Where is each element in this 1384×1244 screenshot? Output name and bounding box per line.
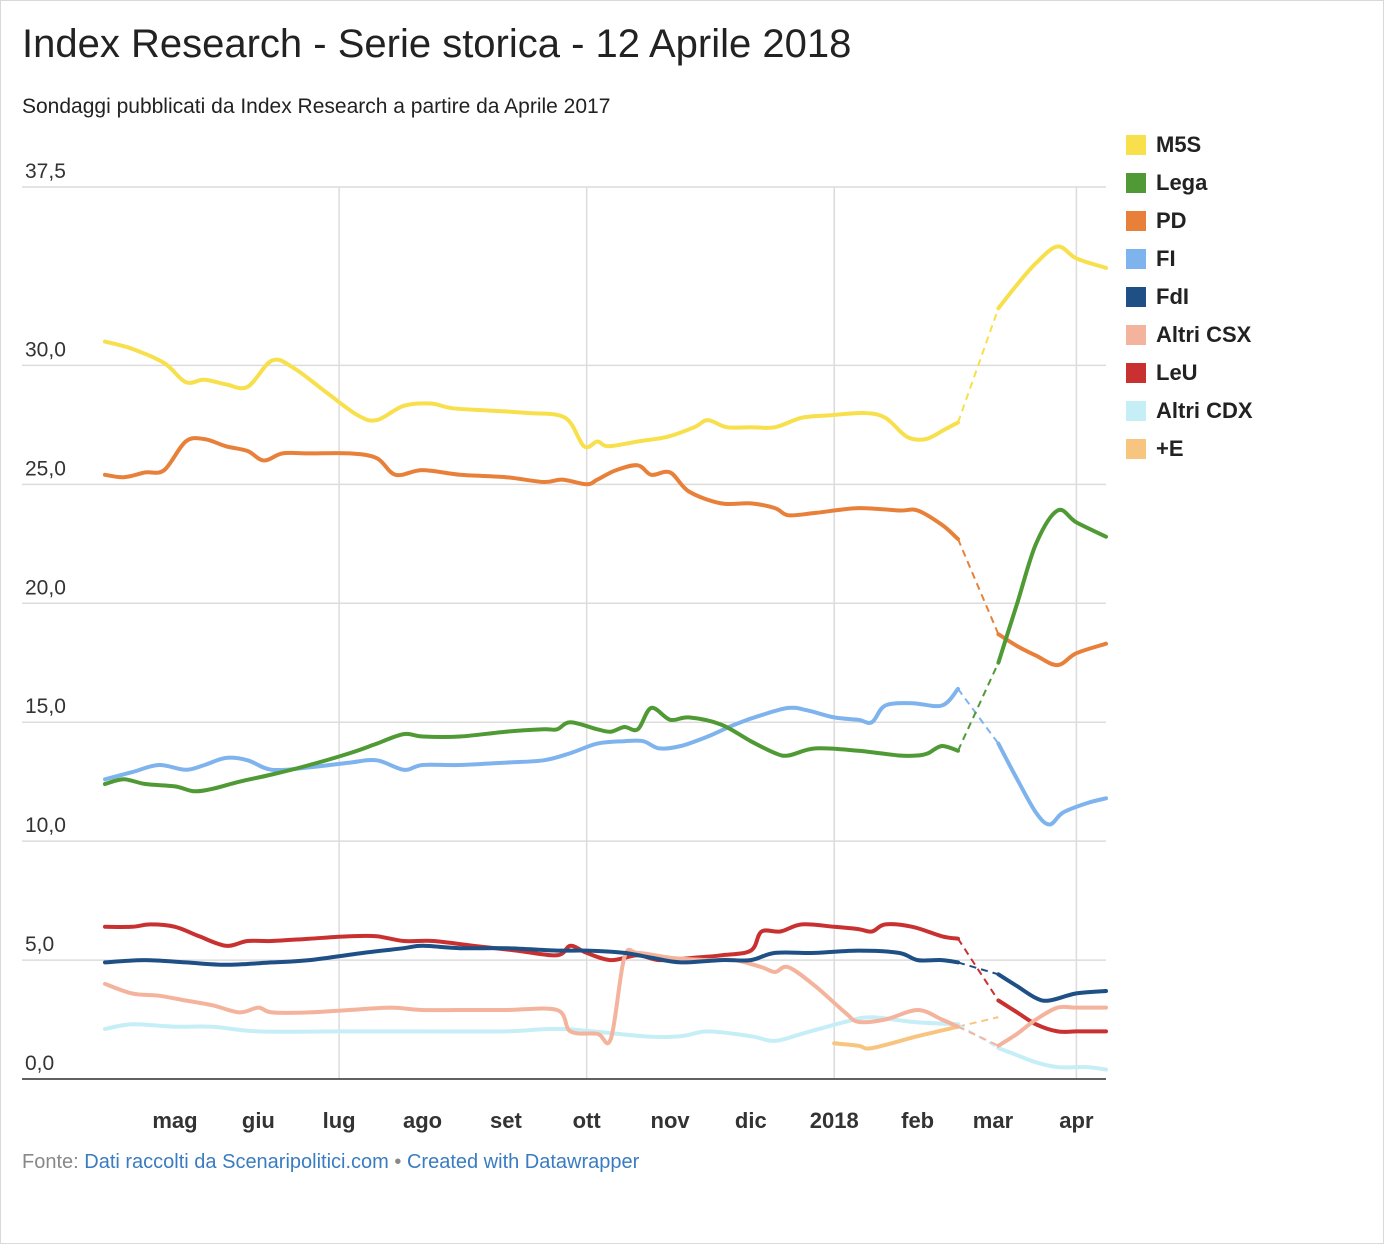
series-e (832, 1016, 999, 1051)
legend-swatch (1126, 173, 1146, 193)
y-tick-label: 15,0 (25, 695, 66, 718)
legend-swatch (1126, 439, 1146, 459)
footer-source-prefix: Fonte: (22, 1151, 79, 1173)
series-line (103, 943, 960, 967)
series-line (996, 507, 1108, 665)
x-tick-label: mag (152, 1108, 197, 1133)
series-gap-dashed (957, 662, 1000, 752)
series-line (103, 1015, 960, 1043)
series-line (103, 686, 960, 782)
y-tick-label: 25,0 (25, 457, 66, 480)
series-altri-cdx (103, 1015, 1108, 1072)
legend-label: FdI (1156, 284, 1189, 309)
series-line (996, 972, 1108, 1003)
x-tick-label: mar (973, 1108, 1014, 1133)
chart-subtitle: Sondaggi pubblicati da Index Research a … (22, 95, 611, 118)
series-line (996, 632, 1108, 668)
y-tick-label: 30,0 (25, 338, 66, 361)
series-pd (103, 436, 1108, 668)
series-line (996, 1004, 1108, 1048)
chart-title: Index Research - Serie storica - 12 Apri… (22, 22, 852, 66)
series-line (832, 1024, 960, 1051)
series-line (996, 1046, 1108, 1072)
series-gap-dashed (957, 307, 1000, 423)
series-gap-dashed (957, 1016, 999, 1028)
chart-footer: Fonte: Dati raccolti da Scenaripolitici.… (22, 1151, 639, 1174)
y-tick-label: 5,0 (25, 933, 54, 956)
legend-label: LeU (1156, 360, 1198, 385)
y-tick-label: 0,0 (25, 1052, 54, 1075)
legend-item-m5s: M5S (1126, 126, 1253, 164)
x-tick-label: feb (901, 1108, 934, 1133)
legend-item-altri-cdx: Altri CDX (1126, 392, 1253, 430)
series-gap-dashed (957, 538, 1000, 635)
x-tick-label: lug (323, 1108, 356, 1133)
legend-swatch (1126, 401, 1146, 421)
legend-item-fi: FI (1126, 240, 1253, 278)
legend-label: M5S (1156, 132, 1202, 157)
series-leu (103, 922, 1108, 1034)
series-m5s (103, 244, 1108, 450)
x-tick-label: ott (573, 1108, 602, 1133)
legend: M5S Lega PD FI FdI Altri CSX LeU Altri CDX +E (1126, 126, 1253, 468)
series-gap-dashed (957, 1025, 999, 1047)
legend-swatch (1126, 135, 1146, 155)
legend-swatch (1126, 363, 1146, 383)
x-axis-ticks: mag giu lug ago set ott nov dic 2018 feb mar apr (152, 1108, 1094, 1133)
legend-label: Lega (1156, 170, 1208, 195)
legend-item-pd: PD (1126, 202, 1253, 240)
series-gap-dashed (957, 1023, 999, 1049)
x-tick-label: set (490, 1108, 522, 1133)
x-tick-label: nov (651, 1108, 691, 1133)
footer-credit-link[interactable]: Created with Datawrapper (406, 1151, 640, 1173)
legend-label: Altri CDX (1156, 398, 1253, 423)
series-line (996, 244, 1108, 311)
series-line (103, 922, 960, 963)
x-tick-label: apr (1059, 1108, 1094, 1133)
y-tick-label: 37,5 (25, 160, 66, 183)
legend-item-e: +E (1126, 430, 1253, 468)
series-line (996, 998, 1108, 1034)
x-tick-label: ago (403, 1108, 442, 1133)
series-line (103, 947, 960, 1046)
series-gap-dashed (957, 938, 1000, 1002)
legend-item-fdi: FdI (1126, 278, 1253, 316)
series-fdi (103, 943, 1108, 1003)
legend-item-lega: Lega (1126, 164, 1253, 202)
y-tick-label: 10,0 (25, 814, 66, 837)
footer-source-link[interactable]: Dati raccolti da Scenaripolitici.com (84, 1151, 389, 1173)
y-tick-label: 20,0 (25, 576, 66, 599)
legend-swatch (1126, 211, 1146, 231)
series-line (996, 741, 1108, 827)
legend-item-altri-csx: Altri CSX (1126, 316, 1253, 354)
series-line (103, 339, 960, 450)
series-line (103, 436, 960, 541)
x-tick-label: 2018 (810, 1108, 859, 1133)
series-line (103, 705, 960, 794)
legend-label: Altri CSX (1156, 322, 1252, 347)
legend-swatch (1126, 249, 1146, 269)
legend-label: PD (1156, 208, 1187, 233)
footer-separator: • (394, 1151, 402, 1173)
legend-swatch (1126, 287, 1146, 307)
series-lega (103, 507, 1108, 794)
series-gap-dashed (957, 961, 999, 976)
series-fi (103, 686, 1108, 827)
series-altri-csx (103, 947, 1108, 1048)
y-axis-ticks: 0,0 5,0 10,0 15,0 20,0 25,0 30,0 37,5 (25, 160, 66, 1075)
legend-item-leu: LeU (1126, 354, 1253, 392)
legend-swatch (1126, 325, 1146, 345)
gridlines (22, 186, 1106, 1080)
series-lines (103, 244, 1108, 1072)
x-tick-label: dic (735, 1108, 767, 1133)
legend-label: +E (1156, 436, 1184, 461)
legend-label: FI (1156, 246, 1176, 271)
x-tick-label: giu (242, 1108, 275, 1133)
